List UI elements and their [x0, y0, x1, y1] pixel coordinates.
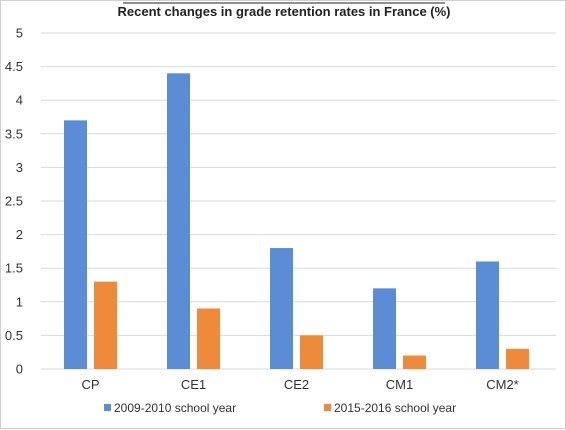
y-tick-label: 2 — [16, 227, 23, 242]
bar-cp-series-1 — [64, 120, 87, 369]
y-tick-label: 1 — [16, 294, 23, 309]
legend-label: 2009-2010 school year — [114, 401, 236, 415]
x-tick-label: CP — [81, 377, 99, 392]
y-tick-label: 5 — [16, 26, 23, 41]
y-tick-label: 0 — [16, 362, 23, 377]
x-tick-label: CE1 — [181, 377, 206, 392]
y-tick-label: 3.5 — [5, 126, 23, 141]
legend-swatch — [104, 404, 111, 411]
bar-cm1-series-1 — [373, 288, 396, 369]
bar-ce2-series-2 — [300, 335, 323, 369]
chart-title: Recent changes in grade retention rates … — [117, 4, 450, 19]
bar-cp-series-2 — [94, 281, 117, 369]
bar-ce2-series-1 — [270, 248, 293, 369]
x-tick-label: CM1 — [386, 377, 413, 392]
y-tick-label: 4 — [16, 93, 23, 108]
legend-swatch — [324, 404, 331, 411]
bar-cm2-series-2 — [506, 348, 529, 369]
x-tick-label: CE2 — [284, 377, 309, 392]
y-tick-label: 4.5 — [5, 59, 23, 74]
x-axis-ticks: CP CE1 CE2 CM1 CM2* — [81, 377, 518, 392]
legend: 2009-2010 school year 2015-2016 school ye… — [104, 401, 456, 415]
bar-cm1-series-2 — [403, 355, 426, 369]
bars — [64, 73, 529, 369]
y-tick-label: 1.5 — [5, 261, 23, 276]
gridlines — [41, 32, 556, 370]
bar-cm2-series-1 — [476, 261, 499, 369]
x-tick-label: CM2* — [486, 377, 519, 392]
y-tick-label: 2.5 — [5, 194, 23, 209]
bar-ce1-series-2 — [197, 308, 220, 369]
y-tick-label: 3 — [16, 160, 23, 175]
y-axis-ticks: 0 0.5 1 1.5 2 2.5 3 3.5 4 4.5 5 — [5, 26, 23, 377]
y-tick-label: 0.5 — [5, 328, 23, 343]
bar-ce1-series-1 — [167, 73, 190, 369]
legend-label: 2015-2016 school year — [334, 401, 456, 415]
